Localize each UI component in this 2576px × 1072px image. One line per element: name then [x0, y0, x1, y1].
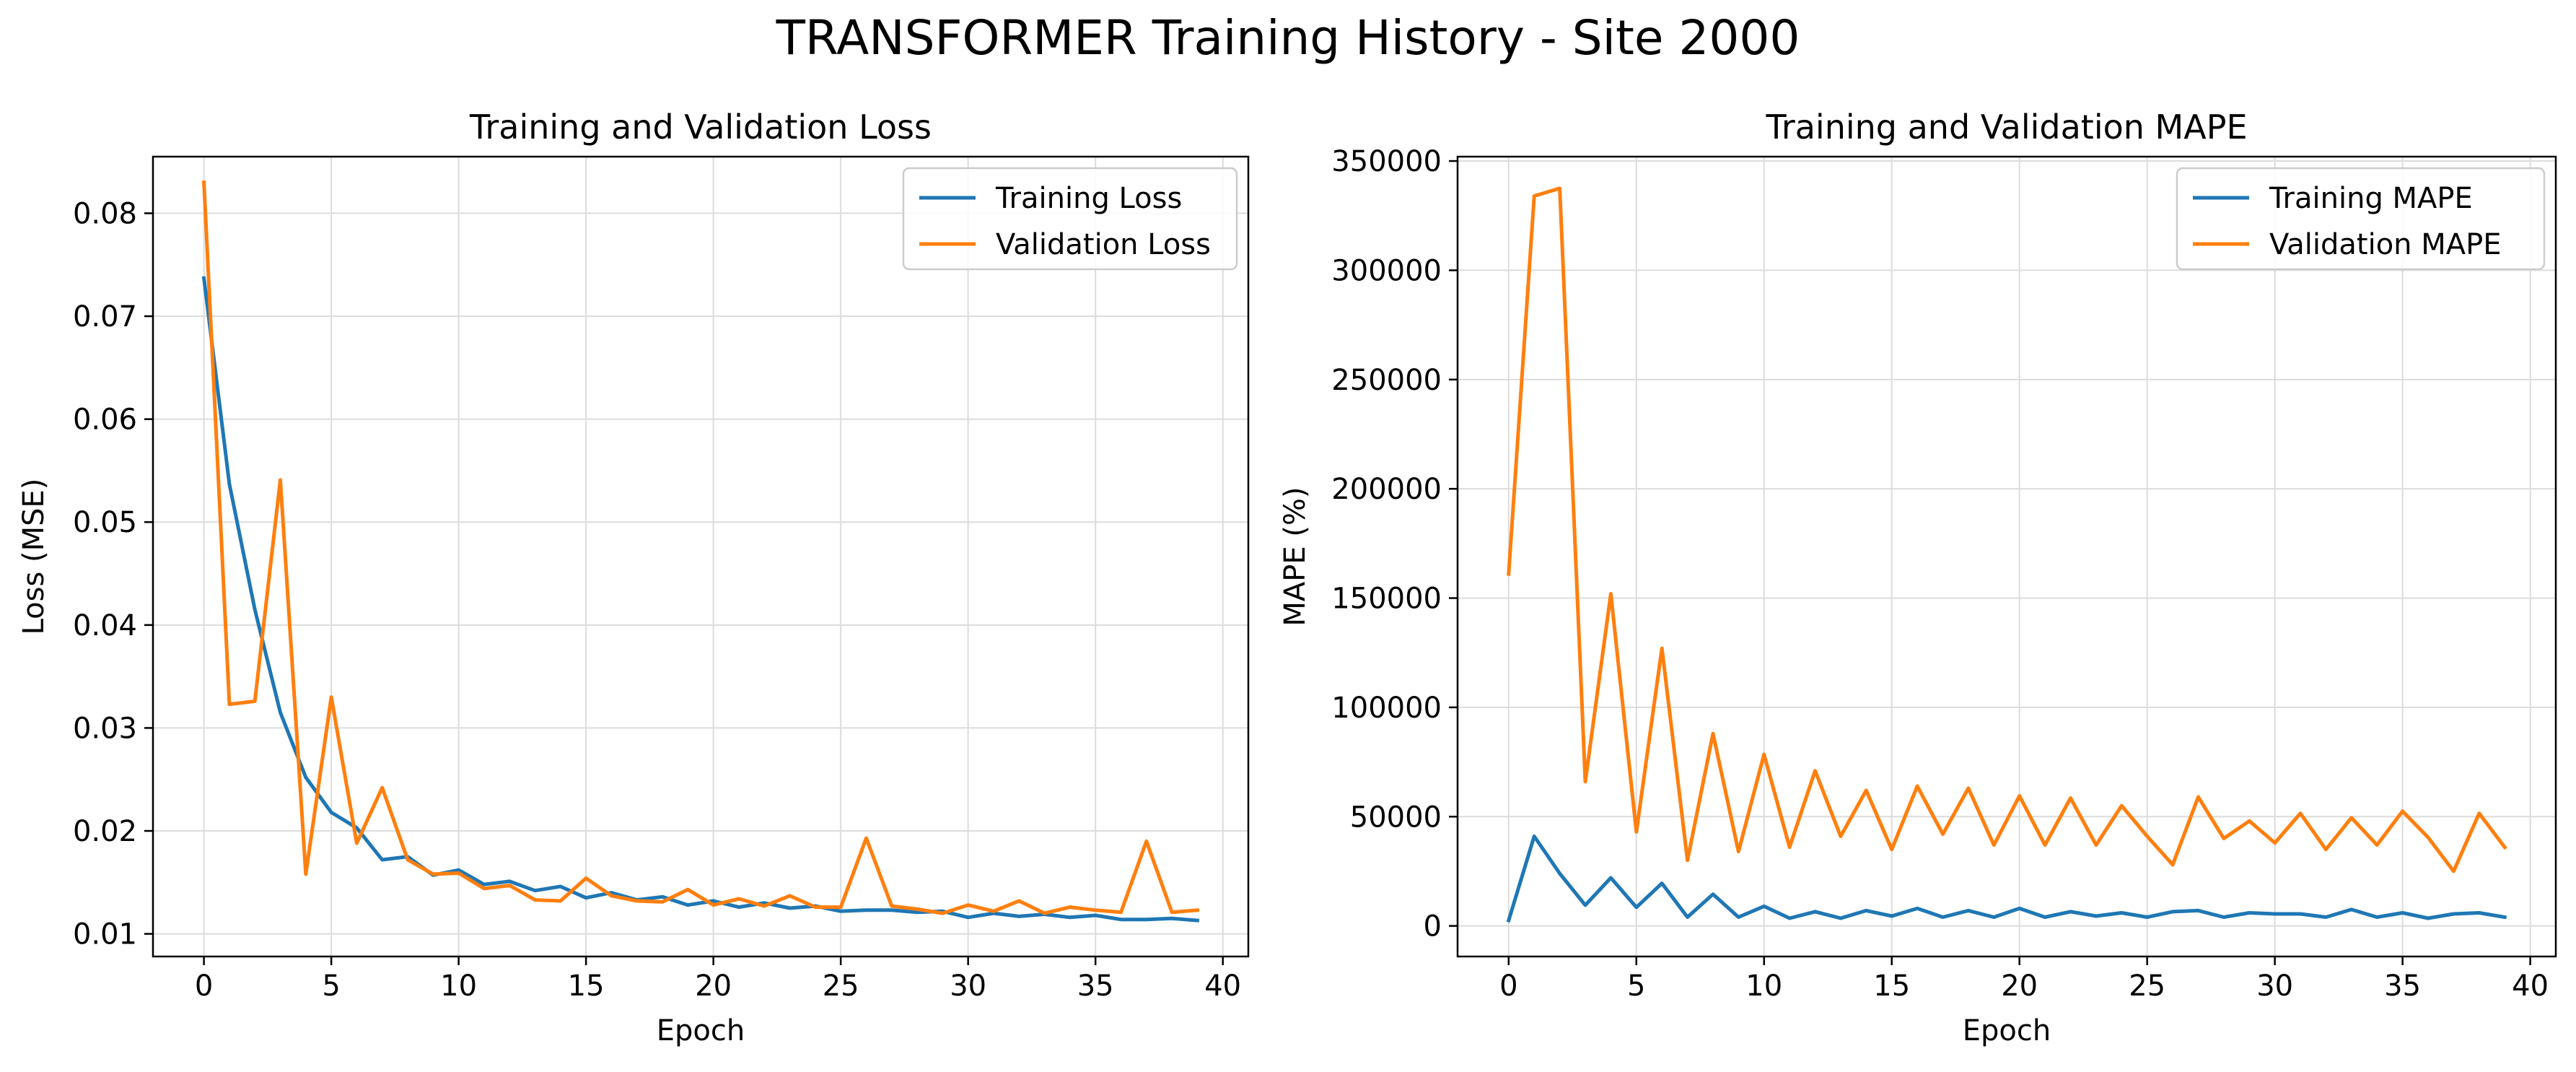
series-line-validation-mape	[1507, 186, 2507, 873]
y-tick-label: 0.07	[73, 300, 137, 334]
series-line-validation-loss	[201, 180, 1200, 915]
legend-box	[902, 167, 1238, 271]
y-tick-label: 0	[1424, 910, 1442, 944]
y-tick-label: 300000	[1331, 254, 1442, 287]
x-axis-label: Epoch	[1963, 1014, 2051, 1047]
x-tick-label: 35	[2384, 969, 2421, 1003]
y-tick-label: 0.01	[73, 918, 137, 951]
y-tick-label: 0.03	[73, 712, 137, 745]
x-tick-label: 20	[695, 969, 732, 1003]
x-tick-label: 25	[823, 969, 859, 1003]
legend-label: Training Loss	[995, 182, 1182, 215]
series-line-training-mape	[1506, 834, 2507, 923]
chart-title: Training and Validation Loss	[469, 108, 932, 147]
x-tick-label: 0	[195, 969, 213, 1003]
x-tick-label: 5	[322, 969, 340, 1003]
x-tick-label: 25	[2129, 969, 2165, 1003]
axes-frame	[1456, 155, 2557, 958]
y-tick-label: 250000	[1331, 364, 1442, 397]
x-tick-label: 35	[1077, 969, 1114, 1003]
x-tick-label: 10	[1745, 969, 1782, 1003]
y-tick-label: 0.05	[73, 506, 137, 539]
x-tick-label: 0	[1499, 969, 1517, 1003]
y-tick-label: 0.08	[73, 197, 137, 230]
y-tick-label: 0.02	[73, 815, 137, 848]
figure-title: TRANSFORMER Training History - Site 2000	[776, 10, 1800, 66]
y-tick-label: 350000	[1331, 145, 1442, 178]
legend-label: Validation MAPE	[2269, 228, 2502, 261]
x-tick-label: 5	[1627, 969, 1645, 1003]
x-tick-label: 15	[1873, 969, 1910, 1003]
legend: Training Loss Validation Loss	[902, 167, 1238, 271]
x-tick-label: 40	[2512, 969, 2549, 1003]
y-tick-label: 0.04	[73, 609, 137, 642]
legend-label: Validation Loss	[996, 228, 1211, 261]
legend-label: Training MAPE	[2269, 182, 2473, 215]
x-tick-label: 30	[950, 969, 986, 1003]
chart-panel-2: 0 5 10 15 20 25 30 35 40 0 50000 100000 150000 200000…	[1279, 108, 2557, 1047]
x-axis-label: Epoch	[657, 1014, 745, 1047]
y-tick-label: 100000	[1331, 692, 1442, 725]
x-tick-label: 40	[1204, 969, 1241, 1003]
x-tick-label: 30	[2256, 969, 2293, 1003]
legend-box	[2176, 167, 2546, 271]
axes-frame	[152, 155, 1250, 958]
legend: Training MAPE Validation MAPE	[2176, 167, 2546, 271]
y-tick-label: 150000	[1331, 583, 1442, 616]
chart-title: Training and Validation MAPE	[1765, 108, 2247, 147]
y-tick-label: 200000	[1331, 473, 1442, 506]
x-tick-label: 20	[2001, 969, 2038, 1003]
y-tick-label: 0.06	[73, 404, 137, 437]
y-tick-label: 50000	[1350, 801, 1442, 834]
y-axis-label: Loss (MSE)	[17, 479, 51, 635]
y-axis-label: MAPE (%)	[1279, 487, 1312, 626]
series-line-training-loss	[201, 276, 1200, 923]
x-tick-label: 10	[440, 969, 477, 1003]
chart-panel-1: 0 5 10 15 20 25 30 35 40 0.01 0.02 0.03 0.04 0.05 0.06…	[17, 108, 1250, 1047]
x-tick-label: 15	[568, 969, 605, 1003]
